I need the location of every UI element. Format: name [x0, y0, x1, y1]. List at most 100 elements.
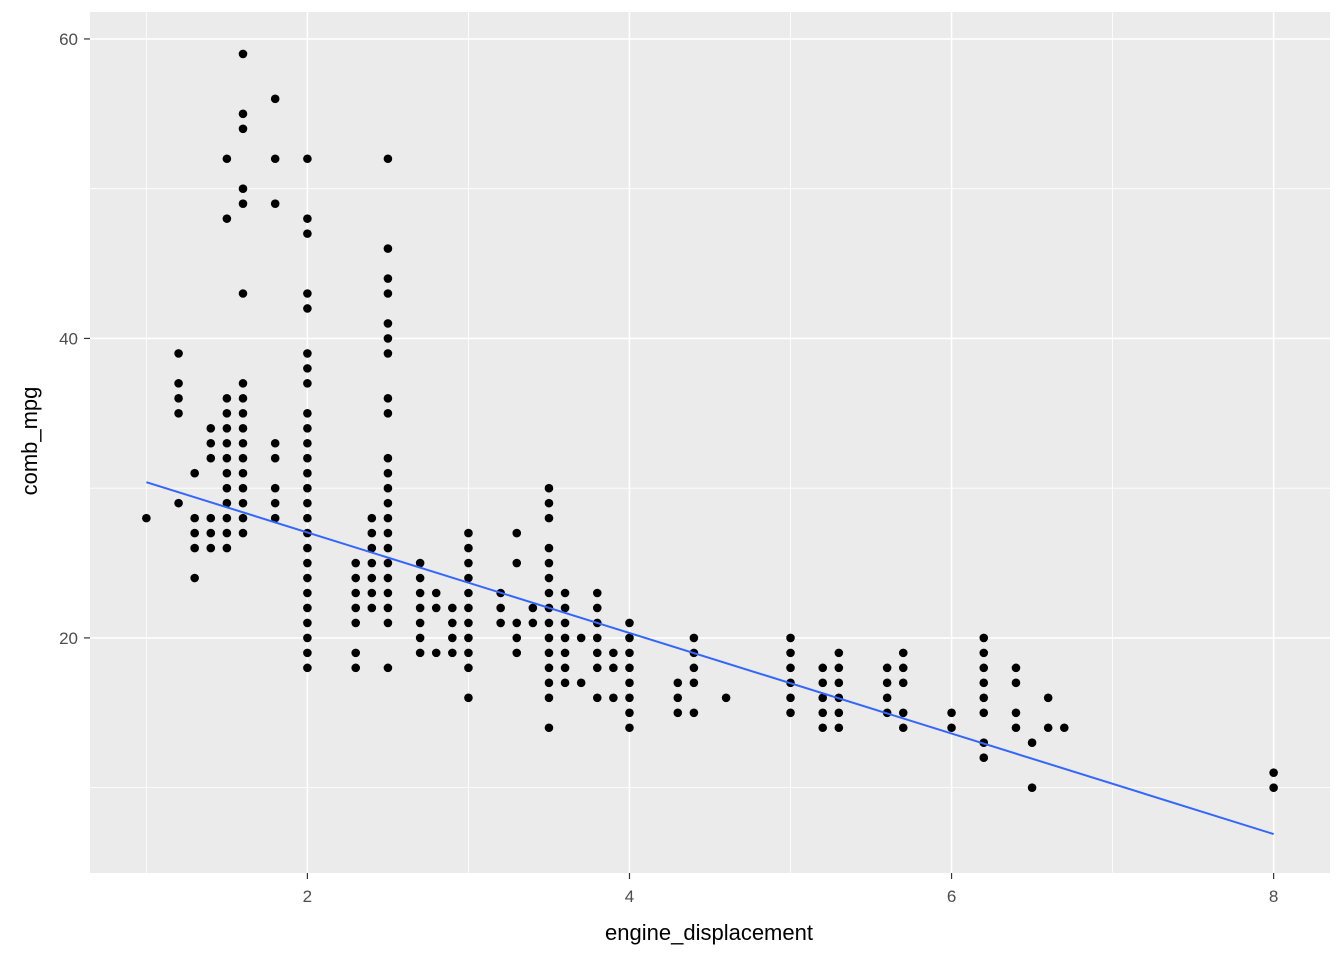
data-point: [560, 633, 570, 643]
data-point: [238, 498, 248, 508]
data-point: [174, 498, 183, 508]
data-point: [625, 678, 634, 688]
data-point: [464, 693, 473, 703]
data-point: [206, 513, 216, 523]
data-point: [383, 468, 393, 478]
data-point: [190, 528, 199, 538]
data-point: [979, 708, 989, 718]
data-point: [544, 663, 554, 673]
data-point: [512, 618, 522, 628]
data-point: [1059, 723, 1069, 733]
data-point: [238, 199, 248, 208]
data-point: [222, 453, 232, 463]
data-point: [303, 603, 312, 613]
data-point: [303, 453, 312, 463]
data-point: [560, 678, 570, 688]
data-point: [303, 289, 312, 298]
data-point: [979, 648, 989, 658]
data-point: [383, 573, 393, 583]
data-point: [898, 723, 908, 733]
data-point: [431, 648, 441, 658]
data-point: [383, 528, 393, 538]
data-point: [786, 633, 795, 643]
data-point: [174, 379, 183, 388]
data-point: [544, 693, 554, 703]
data-point: [818, 693, 828, 703]
data-point: [303, 558, 312, 568]
data-point: [544, 723, 554, 733]
data-point: [303, 648, 312, 658]
data-point: [625, 648, 634, 658]
data-point: [609, 663, 618, 673]
data-point: [673, 708, 683, 718]
data-point: [383, 483, 393, 493]
data-point: [351, 588, 361, 598]
x-tick-label: 4: [625, 887, 634, 906]
data-point: [222, 468, 232, 478]
data-point: [464, 633, 473, 643]
data-point: [898, 678, 908, 688]
data-point: [270, 438, 280, 448]
data-point: [238, 409, 248, 418]
y-axis-title: comb_mpg: [17, 387, 42, 496]
data-point: [1011, 723, 1021, 733]
data-point: [544, 558, 554, 568]
data-point: [222, 513, 232, 523]
data-point: [882, 663, 892, 673]
y-tick-label: 60: [59, 30, 78, 49]
data-point: [689, 663, 699, 673]
y-tick-label: 20: [59, 629, 78, 648]
data-point: [448, 603, 457, 613]
data-point: [898, 663, 908, 673]
data-point: [882, 678, 892, 688]
data-point: [979, 678, 989, 688]
data-point: [270, 199, 280, 208]
data-point: [1269, 768, 1278, 777]
data-point: [786, 708, 795, 718]
data-point: [560, 603, 570, 613]
data-point: [834, 678, 844, 688]
data-point: [625, 693, 634, 703]
data-point: [383, 513, 393, 523]
data-point: [1269, 783, 1278, 792]
data-point: [625, 633, 634, 643]
data-point: [464, 663, 473, 673]
data-point: [383, 289, 393, 298]
data-points: [142, 49, 1278, 792]
data-point: [415, 573, 425, 583]
minor-gridlines: [90, 12, 1330, 873]
data-point: [303, 468, 312, 478]
data-point: [496, 618, 505, 628]
data-point: [818, 723, 828, 733]
data-point: [464, 528, 473, 538]
data-point: [383, 409, 393, 418]
data-point: [609, 648, 618, 658]
data-point: [222, 423, 232, 433]
data-point: [544, 633, 554, 643]
data-point: [979, 693, 989, 703]
data-point: [174, 349, 183, 358]
data-point: [448, 633, 457, 643]
data-point: [834, 663, 844, 673]
data-point: [383, 349, 393, 358]
data-point: [303, 513, 312, 523]
data-point: [270, 94, 280, 104]
data-point: [415, 648, 425, 658]
data-point: [367, 558, 377, 568]
data-point: [882, 693, 892, 703]
data-point: [190, 468, 199, 478]
data-point: [673, 693, 683, 703]
data-point: [270, 453, 280, 463]
data-point: [544, 678, 554, 688]
data-point: [979, 753, 989, 763]
data-point: [303, 229, 312, 238]
data-point: [238, 289, 248, 298]
data-point: [303, 304, 312, 313]
data-point: [786, 693, 795, 703]
data-point: [415, 558, 425, 568]
data-point: [544, 483, 554, 493]
x-tick-label: 2: [303, 887, 312, 906]
data-point: [528, 618, 538, 628]
data-point: [560, 663, 570, 673]
